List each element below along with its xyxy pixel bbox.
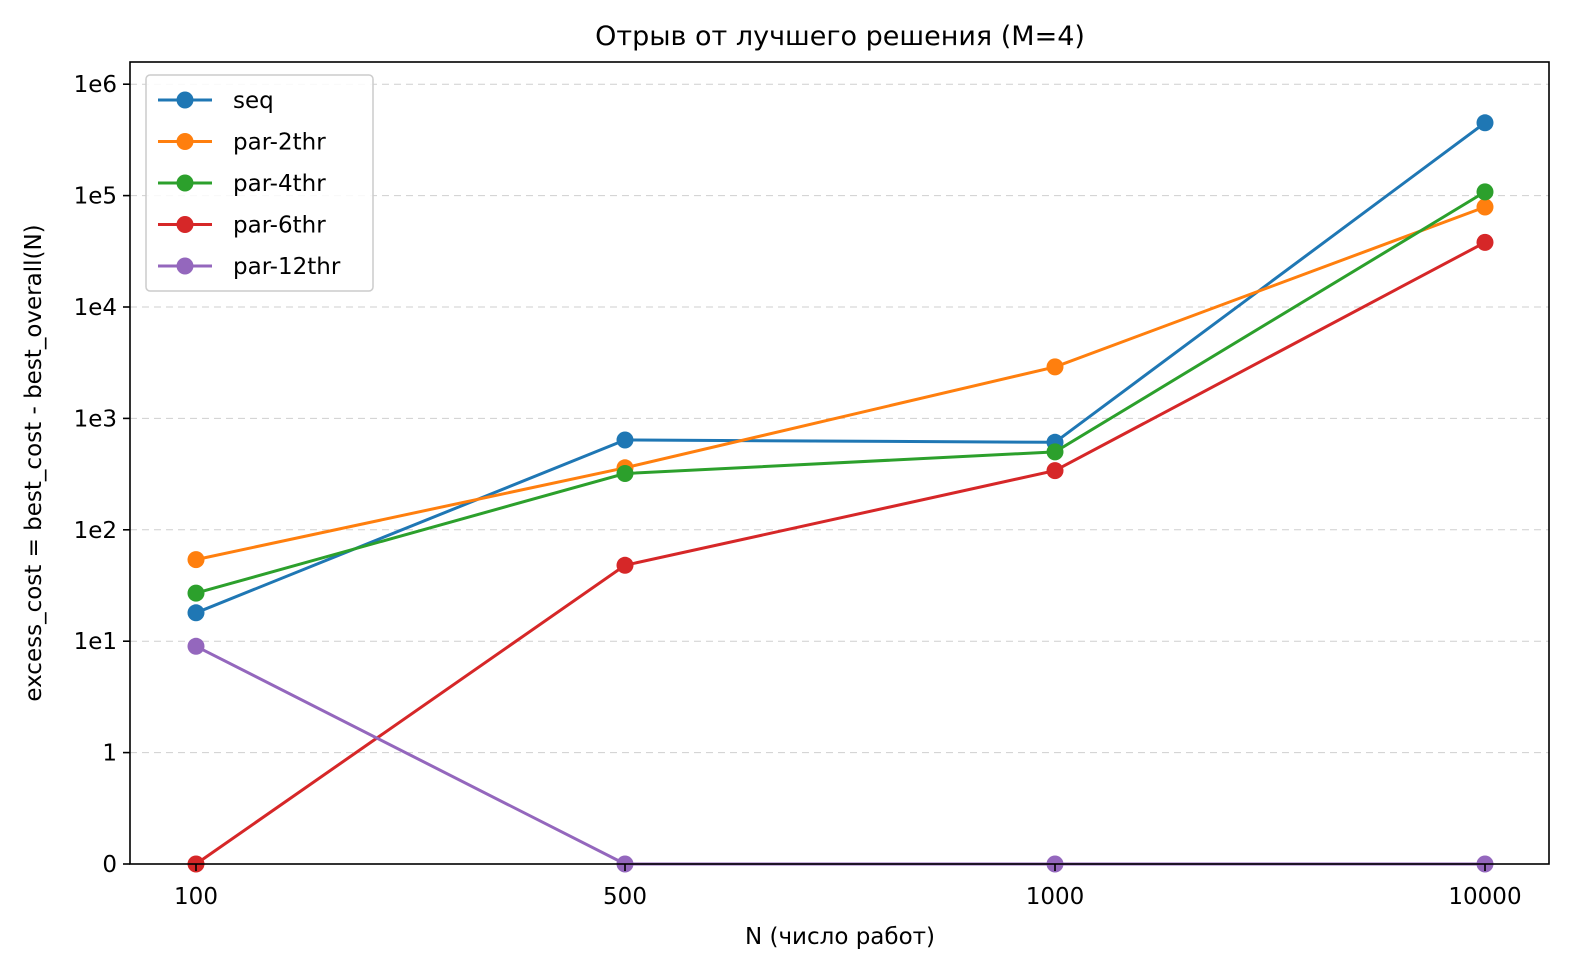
data-point [616, 431, 634, 449]
data-point [1046, 358, 1064, 376]
data-point [187, 584, 205, 602]
data-point [187, 551, 205, 569]
x-tick-label: 500 [603, 884, 647, 910]
data-point [187, 637, 205, 655]
legend-marker [176, 133, 194, 150]
y-axis-ticks: 0 1 1e1 1e2 1e3 1e4 1e5 1e6 [74, 72, 130, 878]
data-point [1476, 233, 1494, 251]
x-tick-label: 100 [174, 884, 218, 910]
x-tick-label: 10000 [1448, 884, 1521, 910]
series-layer [187, 114, 1494, 873]
legend-marker [176, 174, 194, 192]
series-par-4thr [187, 183, 1494, 602]
series-par-6thr [187, 233, 1494, 873]
data-point [1476, 198, 1494, 216]
y-axis-label: excess_cost = best_cost - best_overall(N… [21, 224, 47, 701]
data-point [1046, 443, 1064, 461]
y-tick-label: 1e3 [74, 406, 117, 432]
legend-label: par-6thr [233, 213, 326, 239]
legend-label: par-2thr [233, 130, 326, 156]
x-tick-label: 1000 [1026, 884, 1085, 910]
series-line [195, 644, 1485, 866]
y-tick-label: 1e1 [74, 629, 117, 655]
series-line [195, 121, 1486, 615]
data-point [1476, 114, 1494, 132]
y-tick-label: 0 [102, 852, 117, 878]
legend-marker [176, 91, 194, 109]
legend-label: par-4thr [233, 171, 326, 197]
legend-box [145, 74, 374, 292]
y-tick-label: 1e2 [74, 518, 117, 544]
legend-item: par-2thr [158, 130, 326, 156]
series-line [195, 241, 1486, 866]
chart-title: Отрыв от лучшего решения (M=4) [595, 21, 1085, 52]
series-par-12thr [187, 637, 1494, 873]
data-point [1476, 183, 1494, 201]
y-tick-label: 1e5 [74, 184, 117, 210]
data-point [616, 465, 634, 482]
legend-label: seq [233, 88, 274, 114]
legend-marker [176, 216, 194, 233]
series-line [195, 205, 1486, 562]
y-tick-label: 1e6 [74, 72, 117, 98]
x-axis-ticks: 100 500 1000 10000 [174, 864, 1522, 910]
series-seq [187, 114, 1494, 622]
y-tick-label: 1e4 [74, 295, 117, 321]
legend: seq par-2thr par-4thr par-6thr par-12thr [145, 74, 374, 292]
data-point [1046, 462, 1064, 480]
data-point [187, 604, 205, 622]
legend-item: par-12thr [158, 254, 341, 280]
legend-item: par-4thr [158, 171, 326, 197]
plot-frame [129, 61, 1550, 865]
legend-item: par-6thr [158, 213, 326, 239]
x-axis-label: N (число работ) [745, 924, 935, 950]
y-tick-label: 1 [102, 741, 117, 767]
series-line [195, 190, 1486, 595]
legend-label: par-12thr [233, 254, 341, 280]
legend-item: seq [158, 88, 274, 114]
series-par-2thr [187, 198, 1494, 569]
legend-marker [176, 257, 194, 275]
data-point [616, 556, 634, 574]
